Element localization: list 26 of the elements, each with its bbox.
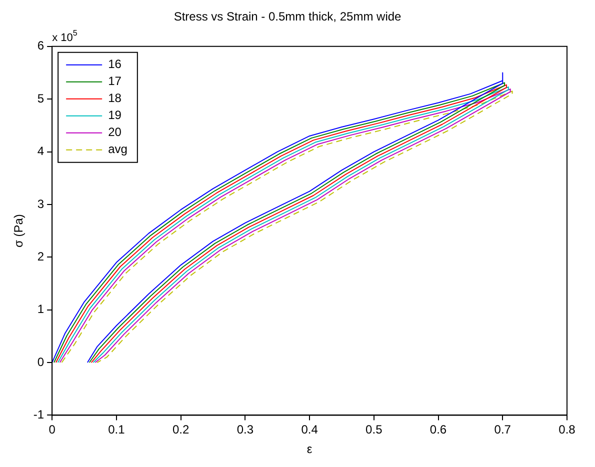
legend-label: 16 — [108, 57, 122, 72]
chart-title: Stress vs Strain - 0.5mm thick, 25mm wide — [174, 10, 402, 24]
x-axis-title: ε — [306, 442, 313, 456]
x-tick-label: 0.3 — [236, 422, 254, 437]
x-tick-label: 0.6 — [430, 422, 447, 437]
x-tick-label: 0.4 — [301, 422, 318, 437]
legend-label: 17 — [108, 74, 122, 88]
x-tick-label: 0.2 — [172, 422, 190, 437]
legend-label: 18 — [108, 91, 122, 106]
y-tick-label: 4 — [37, 144, 44, 158]
legend-label: 20 — [108, 125, 122, 140]
y-axis-title: σ (Pa) — [12, 214, 26, 248]
y-tick-label: 0 — [37, 354, 44, 369]
x-tick-label: 0.1 — [108, 422, 126, 437]
y-tick-label: 3 — [37, 196, 44, 211]
legend-label: 19 — [108, 108, 122, 122]
x-tick-label: 0.7 — [494, 422, 512, 437]
y-tick-label: 1 — [37, 302, 44, 316]
y-tick-label: 2 — [37, 249, 44, 264]
x-tick-label: 0.5 — [366, 422, 383, 437]
y-tick-label: 6 — [37, 38, 44, 53]
y-tick-label: -1 — [33, 408, 44, 422]
x-tick-label: 0 — [48, 422, 56, 437]
legend-label: avg — [108, 142, 128, 156]
x-tick-label: 0.8 — [558, 422, 576, 437]
y-tick-label: 5 — [37, 91, 44, 106]
